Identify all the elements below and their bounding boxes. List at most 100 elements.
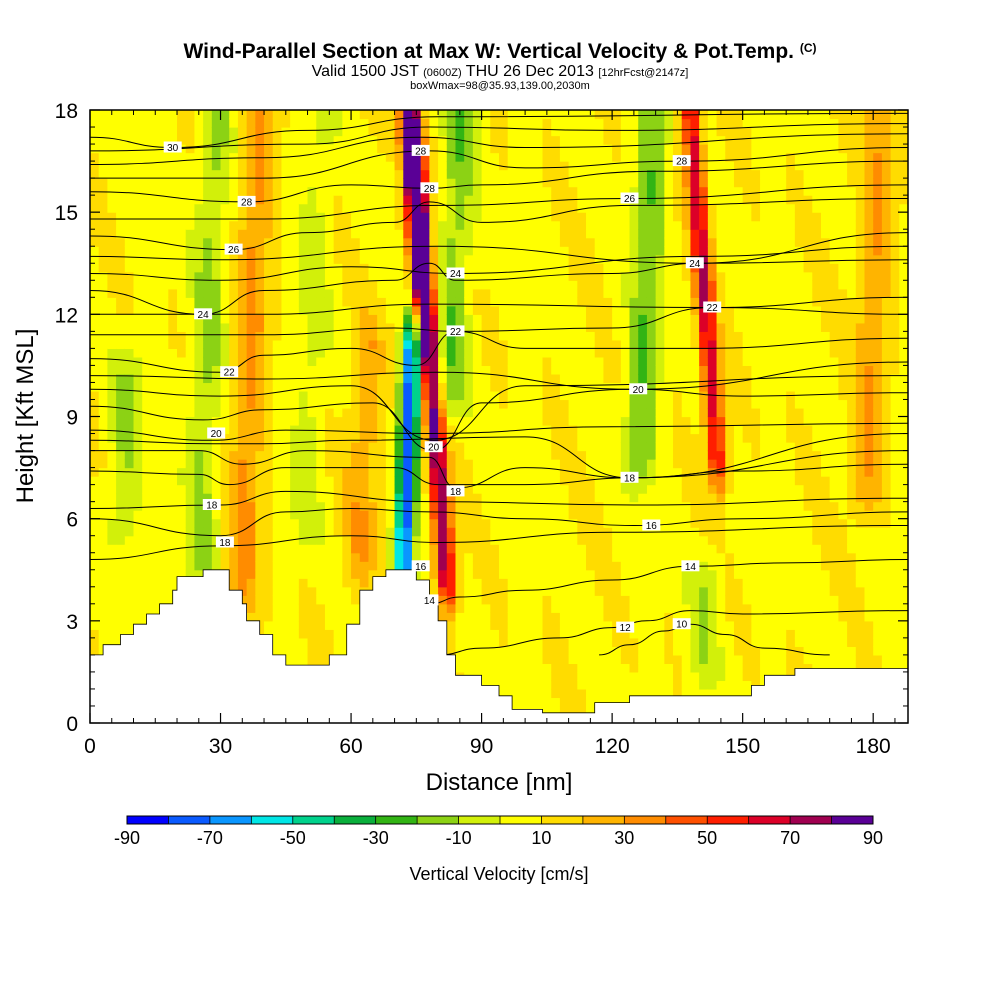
velocity-cell [673,195,683,205]
velocity-cell [159,433,169,443]
velocity-cell [368,467,378,477]
velocity-cell [342,288,352,298]
velocity-cell [211,246,222,256]
velocity-cell [342,237,352,247]
velocity-cell [542,339,552,349]
velocity-cell [594,595,605,605]
velocity-cell [229,382,239,392]
velocity-cell [272,212,283,222]
velocity-cell [542,127,552,137]
velocity-cell [98,110,108,120]
velocity-cell [290,356,300,367]
velocity-cell [359,271,370,281]
velocity-cell [133,186,143,196]
velocity-cell [499,127,509,137]
velocity-cell [690,654,700,664]
velocity-cell [168,365,178,375]
velocity-cell [403,399,413,409]
velocity-cell [142,450,152,460]
velocity-cell [168,297,178,307]
velocity-cell [603,518,613,528]
velocity-cell [516,246,526,256]
velocity-cell [90,399,100,409]
velocity-cell [185,501,196,511]
velocity-cell [446,535,457,545]
velocity-cell [90,220,100,230]
velocity-cell [586,527,596,537]
velocity-cell [203,476,213,486]
velocity-cell [359,314,370,324]
velocity-cell [542,654,552,664]
velocity-cell [464,476,474,486]
velocity-cell [290,425,300,435]
velocity-cell [472,135,483,145]
velocity-cell [446,459,457,469]
velocity-cell [290,322,300,332]
velocity-cell [203,195,213,205]
velocity-cell [559,433,570,443]
velocity-cell [368,186,378,196]
velocity-cell [533,288,544,298]
velocity-cell [194,518,204,528]
velocity-cell [107,178,117,188]
velocity-cell [525,586,535,596]
velocity-cell [368,373,378,384]
velocity-cell [411,467,422,477]
velocity-cell [664,186,674,196]
velocity-cell [307,637,317,647]
velocity-cell [577,544,587,554]
velocity-cell [351,212,361,222]
velocity-cell [333,314,343,324]
velocity-cell [211,305,222,315]
velocity-cell [272,178,283,188]
velocity-cell [159,578,169,588]
velocity-cell [446,254,457,264]
velocity-cell [516,110,526,120]
velocity-cell [324,586,335,596]
velocity-cell [490,297,500,307]
velocity-cell [142,407,152,418]
velocity-cell [98,501,108,511]
velocity-cell [90,152,100,162]
velocity-cell [107,535,117,545]
velocity-cell [673,433,683,443]
velocity-cell [281,169,291,179]
velocity-cell [168,263,178,273]
velocity-cell [490,356,500,367]
velocity-cell [385,527,396,537]
velocity-cell [559,501,570,511]
velocity-cell [264,501,274,511]
velocity-cell [490,229,500,239]
velocity-cell [620,186,631,196]
velocity-cell [559,203,570,213]
velocity-cell [481,654,491,664]
velocity-cell [168,399,178,409]
velocity-cell [603,510,613,520]
velocity-cell [255,484,265,494]
velocity-cell [203,288,213,298]
velocity-cell [98,339,108,349]
velocity-cell [194,195,204,205]
velocity-cell [403,263,413,273]
velocity-cell [420,127,430,137]
velocity-cell [281,527,291,537]
velocity-cell [612,390,622,401]
velocity-cell [438,595,448,605]
velocity-cell [220,501,230,511]
velocity-cell [333,629,343,639]
velocity-cell [577,288,587,298]
velocity-cell [403,561,413,571]
velocity-cell [150,552,161,562]
velocity-cell [281,603,291,613]
velocity-cell [620,493,631,503]
velocity-cell [281,246,291,256]
velocity-cell [411,365,422,375]
velocity-cell [333,467,343,477]
velocity-cell [542,356,552,367]
velocity-cell [298,416,309,426]
velocity-cell [638,620,648,630]
velocity-cell [90,348,100,358]
velocity-cell [290,654,300,664]
velocity-cell [464,169,474,179]
velocity-cell [612,220,622,230]
